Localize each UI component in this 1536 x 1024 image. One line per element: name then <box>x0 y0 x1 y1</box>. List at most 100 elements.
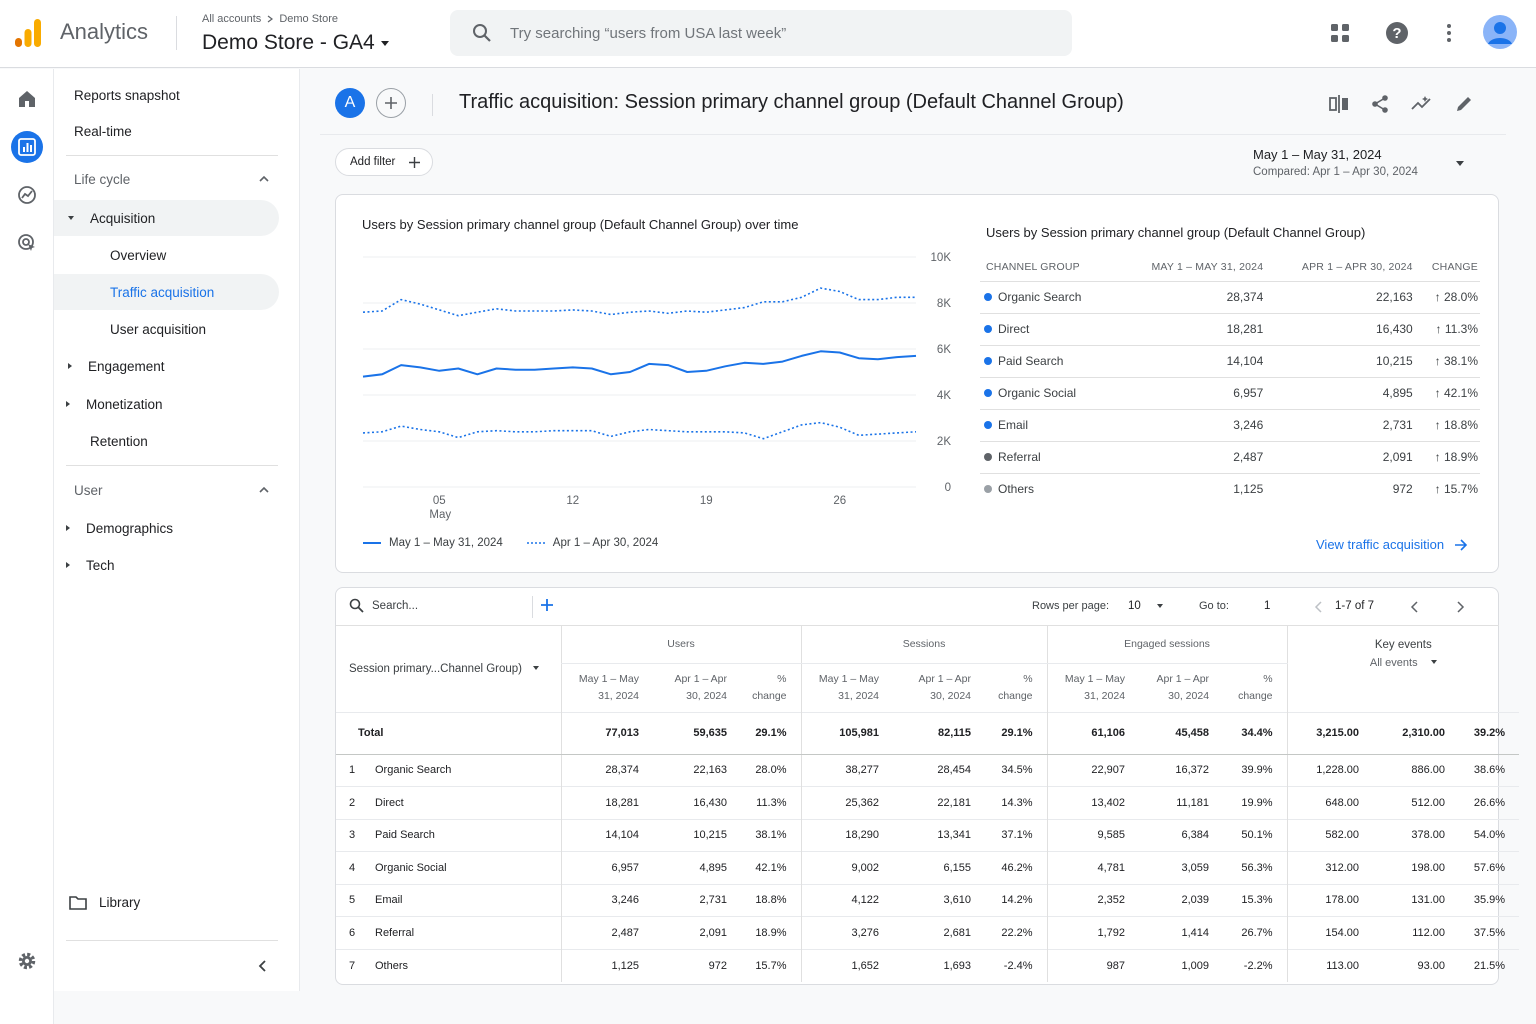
chevron-up-icon[interactable] <box>259 175 269 183</box>
nav-user-acquisition[interactable]: User acquisition <box>110 321 207 337</box>
table-row[interactable]: 2 Direct 18,281 16,430 11.3% 25,362 22,181 14.3… <box>336 786 1520 819</box>
summary-row[interactable]: Others 1,125 972 ↑ 15.7% <box>980 473 1480 505</box>
rows-per-page-select[interactable]: 10 <box>1128 600 1141 612</box>
nav-acquisition-label: Acquisition <box>90 210 156 226</box>
nav-engagement[interactable]: Engagement <box>68 348 165 384</box>
settings-gear-icon[interactable] <box>11 945 43 977</box>
summary-row[interactable]: Organic Social 6,957 4,895 ↑ 42.1% <box>980 377 1480 410</box>
nav-demographics[interactable]: Demographics <box>66 510 173 546</box>
add-filter-button[interactable]: Add filter <box>335 148 433 176</box>
header-divider <box>176 16 177 50</box>
table-row[interactable]: 5 Email 3,246 2,731 18.8% 4,122 3,610 14.2% 2,35… <box>336 883 1520 917</box>
group-header-sessions[interactable]: Sessions <box>800 626 1048 664</box>
chevron-up-icon[interactable] <box>259 486 269 494</box>
edit-pencil-icon[interactable] <box>1452 92 1476 116</box>
add-comparison-button[interactable] <box>376 88 406 118</box>
prev-page-icon[interactable] <box>1410 601 1420 613</box>
nav-realtime[interactable]: Real-time <box>74 123 132 139</box>
advertising-icon[interactable] <box>11 227 43 259</box>
sub-header-may[interactable]: May 1 – May 31, 2024 <box>560 663 653 712</box>
nav-library[interactable]: Library <box>69 884 140 920</box>
users-over-time-chart[interactable]: 10K 8K 6K 4K 2K 0 05 12 19 26 May <box>340 245 960 530</box>
metric-cell: 11,181 <box>1139 786 1224 819</box>
sub-header-chg[interactable]: % change <box>998 673 1033 702</box>
nav-user-header[interactable]: User <box>74 483 103 498</box>
nav-overview[interactable]: Overview <box>110 247 167 263</box>
date-range-picker[interactable]: May 1 – May 31, 2024 Compared: Apr 1 – A… <box>1253 147 1418 178</box>
table-row[interactable]: 6 Referral 2,487 2,091 18.9% 3,276 2,681 22.2% 1… <box>336 916 1520 949</box>
nav-reports-snapshot[interactable]: Reports snapshot <box>74 87 180 103</box>
series-line-2[interactable] <box>362 421 917 440</box>
total-row[interactable]: Total 77,013 59,635 29.1% 105,981 82,115 29.1%… <box>336 711 1520 755</box>
key-events-filter[interactable]: All events <box>1288 657 1520 669</box>
property-selector[interactable]: Demo Store - GA4 <box>202 31 389 55</box>
more-vert-icon[interactable] <box>1436 20 1462 46</box>
series-line-1[interactable] <box>362 287 916 317</box>
table-row[interactable]: 4 Organic Social 6,957 4,895 42.1% 9,002 6,155… <box>336 851 1520 884</box>
group-header-users[interactable]: Users <box>560 626 802 664</box>
summary-header: MAY 1 – MAY 31, 2024 <box>1114 253 1266 282</box>
legend-item-previous[interactable]: Apr 1 – Apr 30, 2024 <box>526 537 658 549</box>
legend-item-current[interactable]: May 1 – May 31, 2024 <box>363 537 503 549</box>
summary-row[interactable]: Referral 2,487 2,091 ↑ 18.9% <box>980 441 1480 474</box>
breadcrumb-account[interactable]: Demo Store <box>279 13 339 25</box>
table-row[interactable]: 1 Organic Search 28,374 22,163 28.0% 38,277 28… <box>336 753 1520 787</box>
compare-icon[interactable] <box>1327 92 1351 116</box>
dimension-dropdown-icon[interactable] <box>533 665 540 670</box>
chevron-left-icon[interactable] <box>1314 601 1324 613</box>
goto-input[interactable]: 1 <box>1264 600 1271 612</box>
series-line-0[interactable] <box>362 350 917 378</box>
channel-name: Organic Search <box>998 290 1082 304</box>
sub-header-apr[interactable]: Apr 1 – Apr 30, 2024 <box>1156 673 1210 702</box>
search-input[interactable] <box>510 24 1030 42</box>
group-header-key-events[interactable]: Key events All events <box>1286 626 1520 712</box>
sub-header-chg[interactable]: % change <box>752 673 787 702</box>
summary-row[interactable]: Email 3,246 2,731 ↑ 18.8% <box>980 409 1480 442</box>
insights-icon[interactable] <box>1409 92 1433 116</box>
search-bar[interactable] <box>450 10 1072 56</box>
nav-acquisition[interactable]: Acquisition <box>68 200 155 236</box>
nav-lifecycle-header[interactable]: Life cycle <box>74 172 131 187</box>
nav-traffic-acquisition[interactable]: Traffic acquisition <box>110 284 215 300</box>
sub-header-may[interactable]: May 1 – May 31, 2024 <box>800 663 894 712</box>
metric-cell: 50.1% <box>1223 818 1288 852</box>
help-icon[interactable]: ? <box>1384 20 1410 46</box>
breadcrumb[interactable]: All accounts Demo Store <box>202 13 338 25</box>
summary-row[interactable]: Paid Search 14,104 10,215 ↑ 38.1% <box>980 345 1480 378</box>
comparison-avatar[interactable]: A <box>335 88 365 118</box>
date-dropdown-icon[interactable] <box>1456 161 1464 166</box>
reports-icon[interactable] <box>11 131 43 163</box>
breadcrumb-all-accounts[interactable]: All accounts <box>202 13 262 25</box>
sub-header-apr[interactable]: Apr 1 – Apr 30, 2024 <box>674 673 727 702</box>
table-row[interactable]: 7 Others 1,125 972 15.7% 1,652 1,693 -2.4% 987 1,… <box>336 948 1520 982</box>
table-search-input[interactable] <box>372 599 522 612</box>
summary-row[interactable]: Direct 18,281 16,430 ↑ 11.3% <box>980 313 1480 346</box>
explore-icon[interactable] <box>11 179 43 211</box>
dimension-header[interactable]: Session primary...Channel Group) <box>336 626 561 712</box>
dimension-cell: 7 Others <box>336 948 561 982</box>
add-dimension-icon[interactable] <box>540 598 554 612</box>
nav-retention[interactable]: Retention <box>90 433 148 449</box>
metric-cell: 42.1% <box>741 851 802 884</box>
home-icon[interactable] <box>11 83 43 115</box>
sub-header-may[interactable]: May 1 – May 31, 2024 <box>1046 663 1140 712</box>
summary-row[interactable]: Organic Search 28,374 22,163 ↑ 28.0% <box>980 281 1480 314</box>
group-header-engaged-sessions[interactable]: Engaged sessions <box>1046 626 1288 664</box>
next-page-icon[interactable] <box>1455 601 1465 613</box>
collapse-nav-icon[interactable] <box>256 959 268 973</box>
table-row[interactable]: 3 Paid Search 14,104 10,215 38.1% 18,290 13,34… <box>336 818 1520 852</box>
metric-cell: 2,039 <box>1139 883 1224 917</box>
analytics-logo-icon[interactable] <box>14 18 42 48</box>
nav-monetization[interactable]: Monetization <box>66 386 163 422</box>
metric-cell: 35.9% <box>1459 883 1520 917</box>
share-icon[interactable] <box>1368 92 1392 116</box>
sub-header-chg[interactable]: % change <box>1238 673 1273 702</box>
arrow-up-icon: ↑ <box>1434 482 1444 497</box>
table-search[interactable] <box>349 598 522 613</box>
apps-grid-icon[interactable] <box>1327 20 1353 46</box>
view-traffic-acquisition-link[interactable]: View traffic acquisition <box>1316 537 1468 552</box>
sub-header-apr[interactable]: Apr 1 – Apr 30, 2024 <box>918 673 972 702</box>
rows-dropdown-icon[interactable] <box>1157 604 1163 608</box>
user-avatar[interactable] <box>1483 15 1517 49</box>
nav-tech[interactable]: Tech <box>66 547 115 583</box>
